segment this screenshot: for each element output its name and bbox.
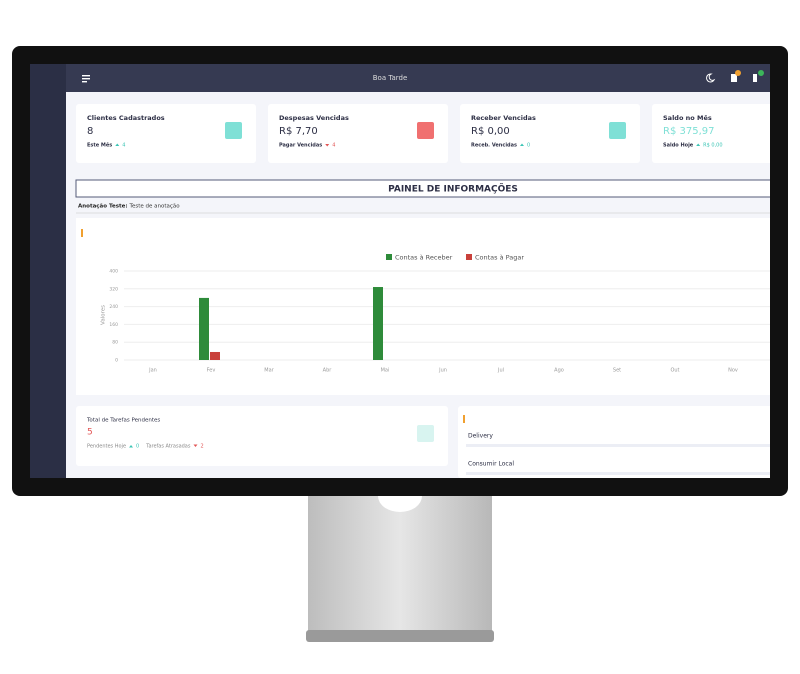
tasks-icon: [417, 425, 434, 442]
card-sub-value: 0: [527, 143, 530, 149]
card: [460, 104, 640, 163]
kitchen-icon[interactable]: [731, 74, 737, 82]
tasks-card: [76, 406, 448, 466]
note-text: Teste de anotação: [129, 204, 181, 210]
progress-track: [466, 472, 770, 475]
card-value: R$ 7,70: [279, 126, 318, 137]
y-axis-label: Valores: [101, 305, 107, 325]
card-title: Clientes Cadastrados: [87, 114, 165, 122]
card-value: R$ 375,97: [663, 126, 714, 137]
stand-hole: [378, 496, 422, 512]
card-sub-label: Este Mês: [87, 142, 112, 149]
badge: [735, 70, 741, 76]
orders-card: [458, 406, 770, 478]
legend-label: Contas à Receber: [395, 254, 453, 262]
y-tick-label: 80: [112, 340, 118, 346]
note-label: Anotação Teste:: [78, 204, 128, 210]
x-tick-label: Out: [670, 368, 679, 374]
card: [652, 104, 770, 163]
late-value: 2: [200, 444, 203, 450]
card-icon: [417, 122, 434, 139]
trend-arrow: [129, 445, 134, 448]
today-value: 0: [136, 444, 139, 450]
card-sub-label: Saldo Hoje: [663, 143, 694, 149]
x-tick-label: Jul: [497, 368, 504, 374]
card-title: Despesas Vencidas: [279, 114, 349, 122]
trend-arrow: [193, 444, 198, 447]
theme-toggle[interactable]: [706, 73, 716, 83]
card-icon: [225, 122, 242, 139]
x-tick-label: Jun: [438, 368, 447, 374]
card-sub-label: Receb. Vencidas: [471, 143, 517, 149]
x-tick-label: Set: [613, 368, 621, 374]
screen: Boa Tarde Clientes Cadastrados 8 Este Mês 4 D…: [30, 64, 770, 478]
sidebar: [30, 64, 66, 478]
panel-title: PAINEL DE INFORMAÇÕES: [388, 183, 518, 195]
accent: [81, 229, 83, 237]
legend-swatch: [386, 254, 392, 260]
x-tick-label: Mar: [264, 368, 274, 374]
panel-header: [75, 179, 770, 198]
x-tick-label: Jan: [148, 368, 157, 374]
stand-base: [306, 630, 494, 642]
card-sub-value: 4: [332, 143, 335, 149]
trend-arrow: [115, 143, 120, 146]
bar: [373, 287, 383, 360]
x-tick-label: Nov: [728, 368, 738, 374]
badge: [758, 70, 764, 76]
order-item: Delivery: [468, 433, 493, 440]
trend-arrow: [696, 143, 701, 146]
x-tick-label: Fev: [207, 368, 216, 374]
x-tick-label: Ago: [554, 368, 564, 374]
greeting: Boa Tarde: [373, 74, 408, 82]
accent: [463, 415, 465, 423]
cash-icon[interactable]: [753, 74, 757, 82]
card: [268, 104, 448, 163]
late-label: Tarefas Atrasadas: [145, 444, 191, 450]
card: [76, 104, 256, 163]
card-value: 8: [87, 126, 93, 137]
top-bar: [66, 64, 770, 92]
card-value: R$ 0,00: [471, 126, 510, 137]
card-title: Saldo no Mês: [663, 114, 712, 122]
tasks-value: 5: [87, 428, 93, 438]
x-tick-label: Abr: [323, 368, 333, 374]
legend-swatch: [466, 254, 472, 260]
y-tick-label: 240: [109, 304, 118, 310]
y-tick-label: 400: [109, 269, 118, 275]
y-tick-label: 160: [109, 322, 118, 328]
trend-arrow: [519, 143, 524, 146]
x-tick-label: Mai: [381, 368, 390, 374]
card-sub-label: Pagar Vencidas: [279, 143, 322, 149]
bar: [199, 297, 209, 360]
today-label: Pendentes Hoje: [87, 444, 126, 450]
progress-track: [466, 444, 770, 447]
stand: [308, 494, 492, 632]
y-tick-label: 0: [115, 358, 118, 364]
card-sub-value: R$ 0,00: [703, 143, 722, 149]
order-item: Consumir Local: [468, 461, 514, 468]
card-icon: [609, 122, 626, 139]
card-sub-value: 4: [122, 143, 125, 149]
y-tick-label: 320: [109, 286, 118, 292]
tasks-title: Total de Tarefas Pendentes: [86, 418, 160, 424]
trend-arrow: [325, 144, 330, 147]
card-title: Receber Vencidas: [471, 114, 536, 122]
legend-label: Contas à Pagar: [475, 254, 524, 262]
menu-icon[interactable]: [82, 75, 90, 83]
bar: [210, 351, 220, 360]
